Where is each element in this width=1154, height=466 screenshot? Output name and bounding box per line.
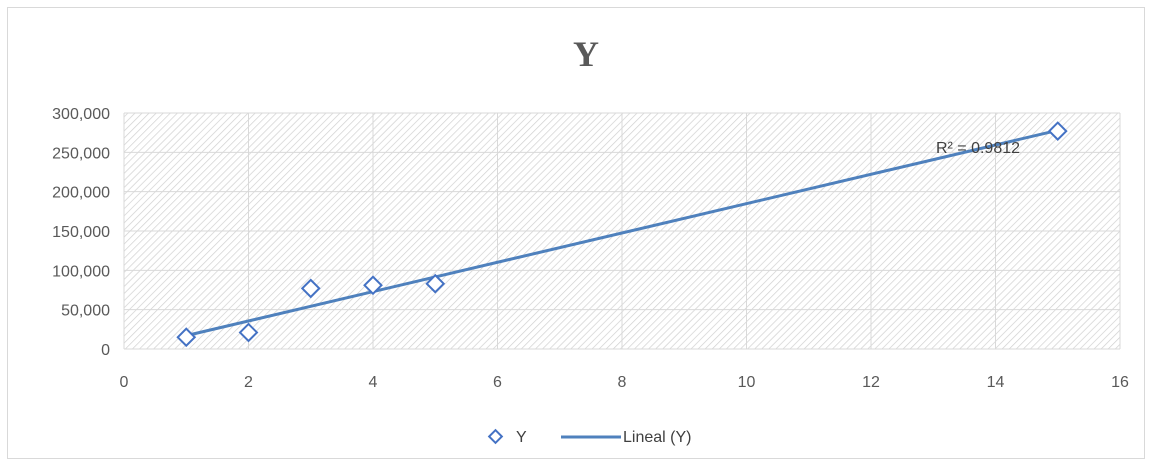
x-tick-label: 12 — [862, 374, 880, 391]
y-axis-tick-labels: 0 50,000 100,000 150,000 200,000 250,000 300,0… — [52, 106, 110, 359]
x-tick-label: 0 — [120, 374, 129, 391]
x-tick-label: 4 — [369, 374, 378, 391]
x-tick-label: 10 — [738, 374, 756, 391]
data-point — [238, 322, 259, 343]
data-points — [176, 121, 1068, 348]
x-tick-label: 14 — [987, 374, 1005, 391]
x-tick-label: 16 — [1111, 374, 1129, 391]
y-tick-label: 0 — [101, 342, 110, 359]
data-point — [425, 273, 446, 294]
y-tick-label: 50,000 — [61, 303, 110, 320]
legend-label-trendline: Lineal (Y) — [623, 429, 691, 446]
y-tick-label: 200,000 — [52, 185, 110, 202]
data-point — [176, 327, 197, 348]
data-point — [300, 278, 321, 299]
legend: Y Lineal (Y) — [487, 428, 691, 446]
data-point — [363, 275, 383, 296]
y-tick-label: 150,000 — [52, 224, 110, 241]
legend-marker-y — [487, 428, 504, 445]
trendline — [185, 128, 1059, 338]
x-tick-label: 6 — [493, 374, 502, 391]
y-tick-label: 250,000 — [52, 145, 110, 162]
chart-title: Y — [573, 34, 599, 74]
y-tick-label: 100,000 — [52, 263, 110, 280]
data-point — [1047, 121, 1068, 141]
grid-lines — [123, 112, 1121, 350]
r-squared-label: R² = 0.9812 — [936, 140, 1020, 157]
x-axis-tick-labels: 0 2 4 6 8 10 12 14 16 — [120, 374, 1129, 391]
trendline-layer — [185, 128, 1059, 338]
x-tick-label: 8 — [618, 374, 627, 391]
y-tick-label: 300,000 — [52, 106, 110, 123]
x-tick-label: 2 — [244, 374, 253, 391]
legend-label-y: Y — [516, 429, 527, 446]
